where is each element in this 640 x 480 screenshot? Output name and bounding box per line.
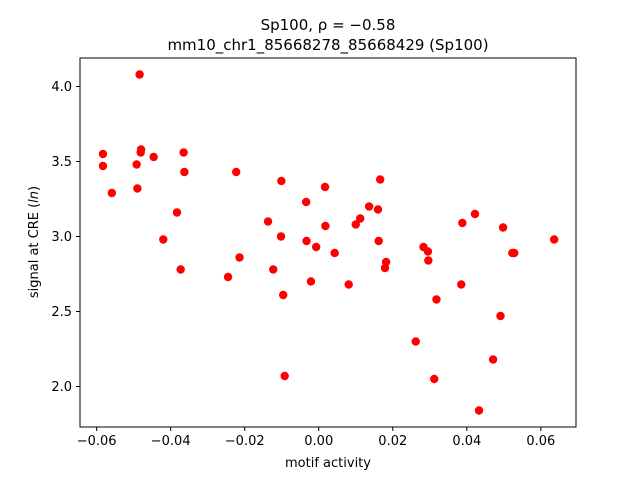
data-point xyxy=(321,221,330,231)
data-point xyxy=(277,176,286,186)
data-point xyxy=(320,182,330,192)
data-point xyxy=(330,248,339,258)
data-point xyxy=(374,236,383,246)
data-point xyxy=(373,205,383,214)
y-tick-label: 4.0 xyxy=(51,80,72,95)
data-point xyxy=(98,161,108,171)
data-point xyxy=(232,167,241,177)
data-point xyxy=(98,149,108,159)
data-point xyxy=(149,152,158,162)
data-point xyxy=(474,406,484,415)
data-point xyxy=(301,197,311,207)
x-axis-label: motif activity xyxy=(285,456,371,471)
data-point xyxy=(279,290,288,300)
x-tick-label: 0.00 xyxy=(304,434,333,449)
y-tick-label: 3.5 xyxy=(51,155,72,170)
data-point xyxy=(306,277,316,286)
data-point xyxy=(172,208,182,217)
data-point xyxy=(176,265,185,274)
data-point xyxy=(364,202,374,211)
data-point xyxy=(235,253,244,262)
data-point xyxy=(457,280,466,289)
data-point xyxy=(133,184,142,193)
data-point xyxy=(302,236,311,246)
data-point xyxy=(132,160,141,169)
data-point xyxy=(311,242,321,252)
x-tick-label: 0.02 xyxy=(378,434,407,449)
y-tick-label: 2.5 xyxy=(51,305,72,320)
data-point xyxy=(423,247,433,256)
x-tick-label: −0.02 xyxy=(225,434,265,449)
y-axis-label-unit: ln xyxy=(27,191,42,203)
data-point xyxy=(375,175,385,184)
x-tick-label: 0.06 xyxy=(526,434,555,449)
data-point xyxy=(381,257,391,267)
data-point xyxy=(498,223,508,232)
y-tick-label: 3.0 xyxy=(51,230,72,245)
x-tick-label: −0.04 xyxy=(151,434,191,449)
data-point xyxy=(356,214,365,223)
data-point xyxy=(135,70,144,79)
data-point xyxy=(496,311,505,321)
data-point xyxy=(509,248,519,258)
plot-area xyxy=(98,70,559,415)
data-point xyxy=(223,272,233,282)
data-point xyxy=(263,217,273,226)
y-tick-label: 2.0 xyxy=(51,380,72,395)
data-point xyxy=(470,209,480,219)
data-point xyxy=(269,265,278,274)
data-point xyxy=(488,355,498,364)
x-tick-label: −0.06 xyxy=(77,434,117,449)
y-axis: 2.0 2.5 3.0 3.5 4.0 xyxy=(51,80,80,395)
data-point xyxy=(344,280,353,289)
x-axis: −0.06 −0.04 −0.02 0.00 0.02 0.04 0.06 xyxy=(77,427,555,449)
data-point xyxy=(549,235,559,244)
data-point xyxy=(411,337,420,346)
data-point xyxy=(432,295,441,304)
chart-title: Sp100, ρ = −0.58 xyxy=(261,16,396,34)
data-point xyxy=(136,145,146,154)
data-point xyxy=(424,256,433,265)
data-point xyxy=(107,188,117,198)
chart-subtitle: mm10_chr1_85668278_85668429 (Sp100) xyxy=(167,36,488,55)
data-point xyxy=(179,148,188,157)
data-point xyxy=(180,167,189,177)
data-point xyxy=(351,220,360,229)
y-axis-label: signal at CRE (ln) xyxy=(27,186,42,298)
plot-frame xyxy=(79,57,577,428)
data-point xyxy=(430,374,439,384)
data-point xyxy=(280,371,289,381)
data-point xyxy=(458,218,467,228)
x-tick-label: 0.04 xyxy=(452,434,481,449)
data-point xyxy=(276,232,286,241)
data-point xyxy=(159,235,168,244)
